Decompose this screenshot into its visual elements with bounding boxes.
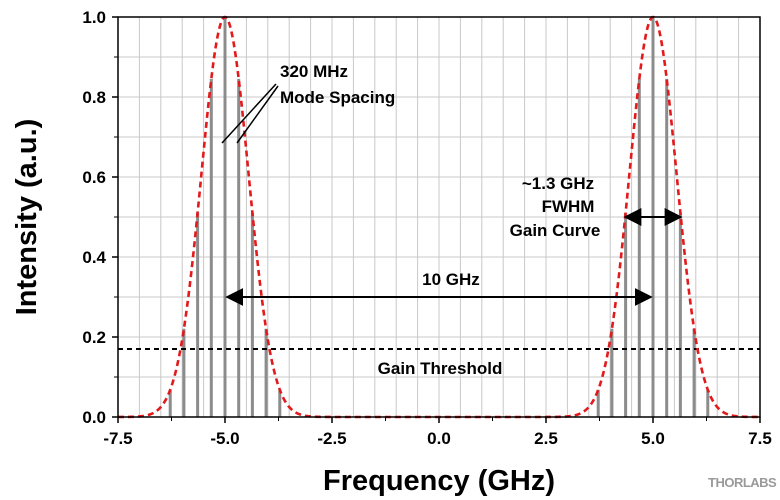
y-tick-label: 0.6 — [82, 168, 106, 187]
separation-label: 10 GHz — [422, 270, 480, 289]
thorlabs-logo: THORLABS — [708, 475, 777, 490]
y-tick-label: 1.0 — [82, 8, 106, 27]
y-tick-label: 0.0 — [82, 408, 106, 427]
mode-spacing-label-line-2: Mode Spacing — [280, 88, 395, 107]
x-tick-label: 0.0 — [427, 429, 451, 448]
gain-threshold-label: Gain Threshold — [378, 359, 503, 378]
x-tick-label: 7.5 — [748, 429, 772, 448]
y-tick-label: 0.4 — [82, 248, 106, 267]
x-axis-title: Frequency (GHz) — [323, 465, 555, 497]
y-tick-label: 0.8 — [82, 88, 106, 107]
fwhm-label-line-1: ~1.3 GHz — [522, 174, 594, 193]
annotations: 10 GHz ~1.3 GHz FWHM Gain Curve 320 MHz … — [221, 62, 683, 378]
mode-spacing-label-line-1: 320 MHz — [280, 62, 348, 81]
mode-lines — [168, 17, 710, 417]
mode-spacing-pointer-2 — [236, 85, 279, 144]
y-tick-label: 0.2 — [82, 328, 106, 347]
fwhm-label-line-2: FWHM — [542, 197, 595, 216]
fwhm-label-line-3: Gain Curve — [510, 221, 601, 240]
y-axis-title: Intensity (a.u.) — [11, 119, 43, 316]
x-tick-label: -2.5 — [317, 429, 346, 448]
x-tick-label: -7.5 — [103, 429, 132, 448]
axis-ticks: -7.5 -5.0 -2.5 0.0 2.5 5.0 7.5 0.0 0.2 0.4 0.6 0.8 1… — [82, 8, 771, 448]
x-tick-label: 5.0 — [641, 429, 665, 448]
mode-spacing-pointer-1 — [221, 83, 277, 144]
x-tick-label: 2.5 — [534, 429, 558, 448]
x-tick-label: -5.0 — [210, 429, 239, 448]
